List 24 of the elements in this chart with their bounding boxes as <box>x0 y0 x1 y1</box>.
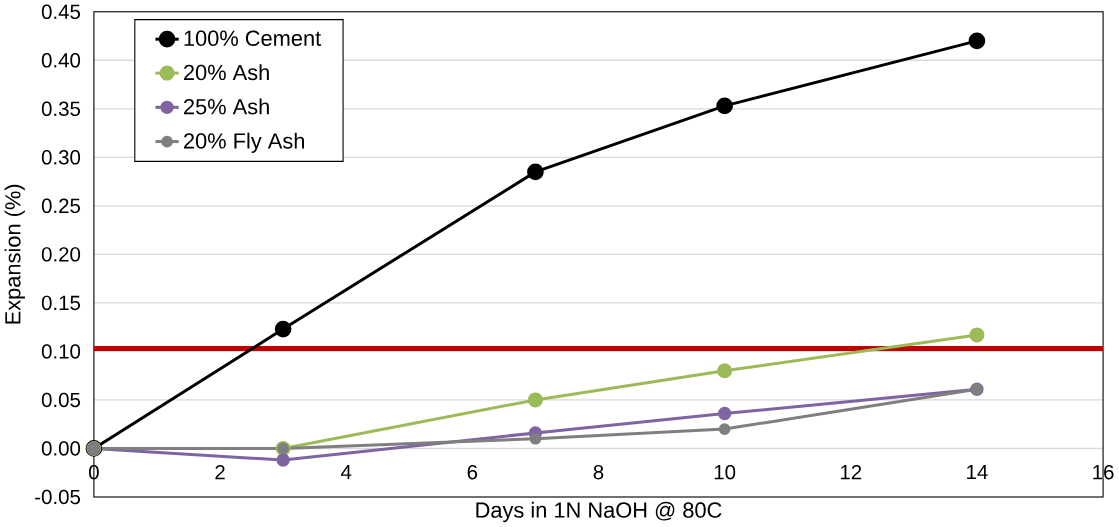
y-tick-label: 0.40 <box>41 53 81 68</box>
legend-label: 25% Ash <box>184 98 269 115</box>
y-tick-label: 0.45 <box>41 4 81 20</box>
y-tick-label: 0.20 <box>41 247 81 262</box>
x-tick-label: 12 <box>840 465 862 480</box>
y-tick-label: -0.05 <box>35 489 81 505</box>
x-tick-label: 4 <box>340 465 352 480</box>
y-tick-label: 0.00 <box>41 441 81 456</box>
y-tick-label: 0.35 <box>41 101 81 117</box>
y-axis-title: Expansion (%) <box>4 184 25 324</box>
y-tick-label: 0.25 <box>41 198 81 214</box>
y-tick-label: 0.15 <box>41 295 81 311</box>
legend-label: 20% Ash <box>184 64 269 81</box>
legend-label: 100% Cement <box>184 30 322 47</box>
x-tick-label: 14 <box>967 465 988 480</box>
y-tick-label: 0.10 <box>41 344 81 359</box>
x-axis-title: Days in 1N NaOH @ 80C <box>476 501 722 523</box>
y-tick-label: 0.30 <box>41 150 81 165</box>
x-tick-label: 10 <box>714 465 736 480</box>
x-tick-label: 8 <box>593 465 604 480</box>
x-tick-label: 6 <box>467 465 478 480</box>
y-tick-label: 0.05 <box>41 392 81 408</box>
x-tick-label: 2 <box>215 465 225 480</box>
legend-label: 20% Fly Ash <box>184 132 304 154</box>
